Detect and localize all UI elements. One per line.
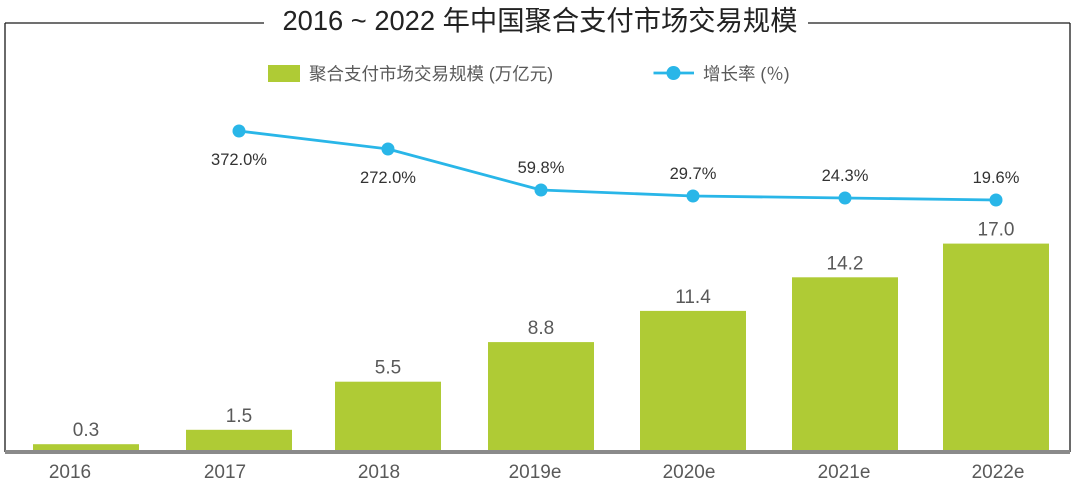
svg-text:2022e: 2022e (972, 462, 1025, 483)
svg-text:272.0%: 272.0% (360, 169, 416, 187)
svg-text:29.7%: 29.7% (670, 165, 717, 183)
svg-text:8.8: 8.8 (528, 318, 554, 339)
svg-text:24.3%: 24.3% (822, 167, 869, 185)
svg-text:1.5: 1.5 (226, 406, 252, 427)
svg-text:2018: 2018 (358, 462, 400, 483)
svg-text:14.2: 14.2 (827, 253, 864, 274)
svg-text:聚合支付市场交易规模 (万亿元): 聚合支付市场交易规模 (万亿元) (309, 64, 553, 84)
svg-text:17.0: 17.0 (978, 220, 1015, 241)
svg-text:2019e: 2019e (509, 462, 562, 483)
svg-text:372.0%: 372.0% (211, 151, 267, 169)
svg-text:2020e: 2020e (663, 462, 716, 483)
svg-text:2017: 2017 (204, 462, 246, 483)
svg-text:59.8%: 59.8% (518, 159, 565, 177)
svg-text:增长率 (％): 增长率 (％) (703, 64, 790, 84)
svg-text:2016 ~ 2022 年中国聚合支付市场交易规模: 2016 ~ 2022 年中国聚合支付市场交易规模 (282, 5, 797, 36)
svg-text:19.6%: 19.6% (973, 169, 1020, 187)
svg-text:5.5: 5.5 (375, 358, 401, 379)
svg-text:11.4: 11.4 (675, 287, 711, 308)
svg-text:0.3: 0.3 (73, 420, 99, 441)
svg-text:2016: 2016 (49, 462, 91, 483)
svg-text:2021e: 2021e (818, 462, 871, 483)
